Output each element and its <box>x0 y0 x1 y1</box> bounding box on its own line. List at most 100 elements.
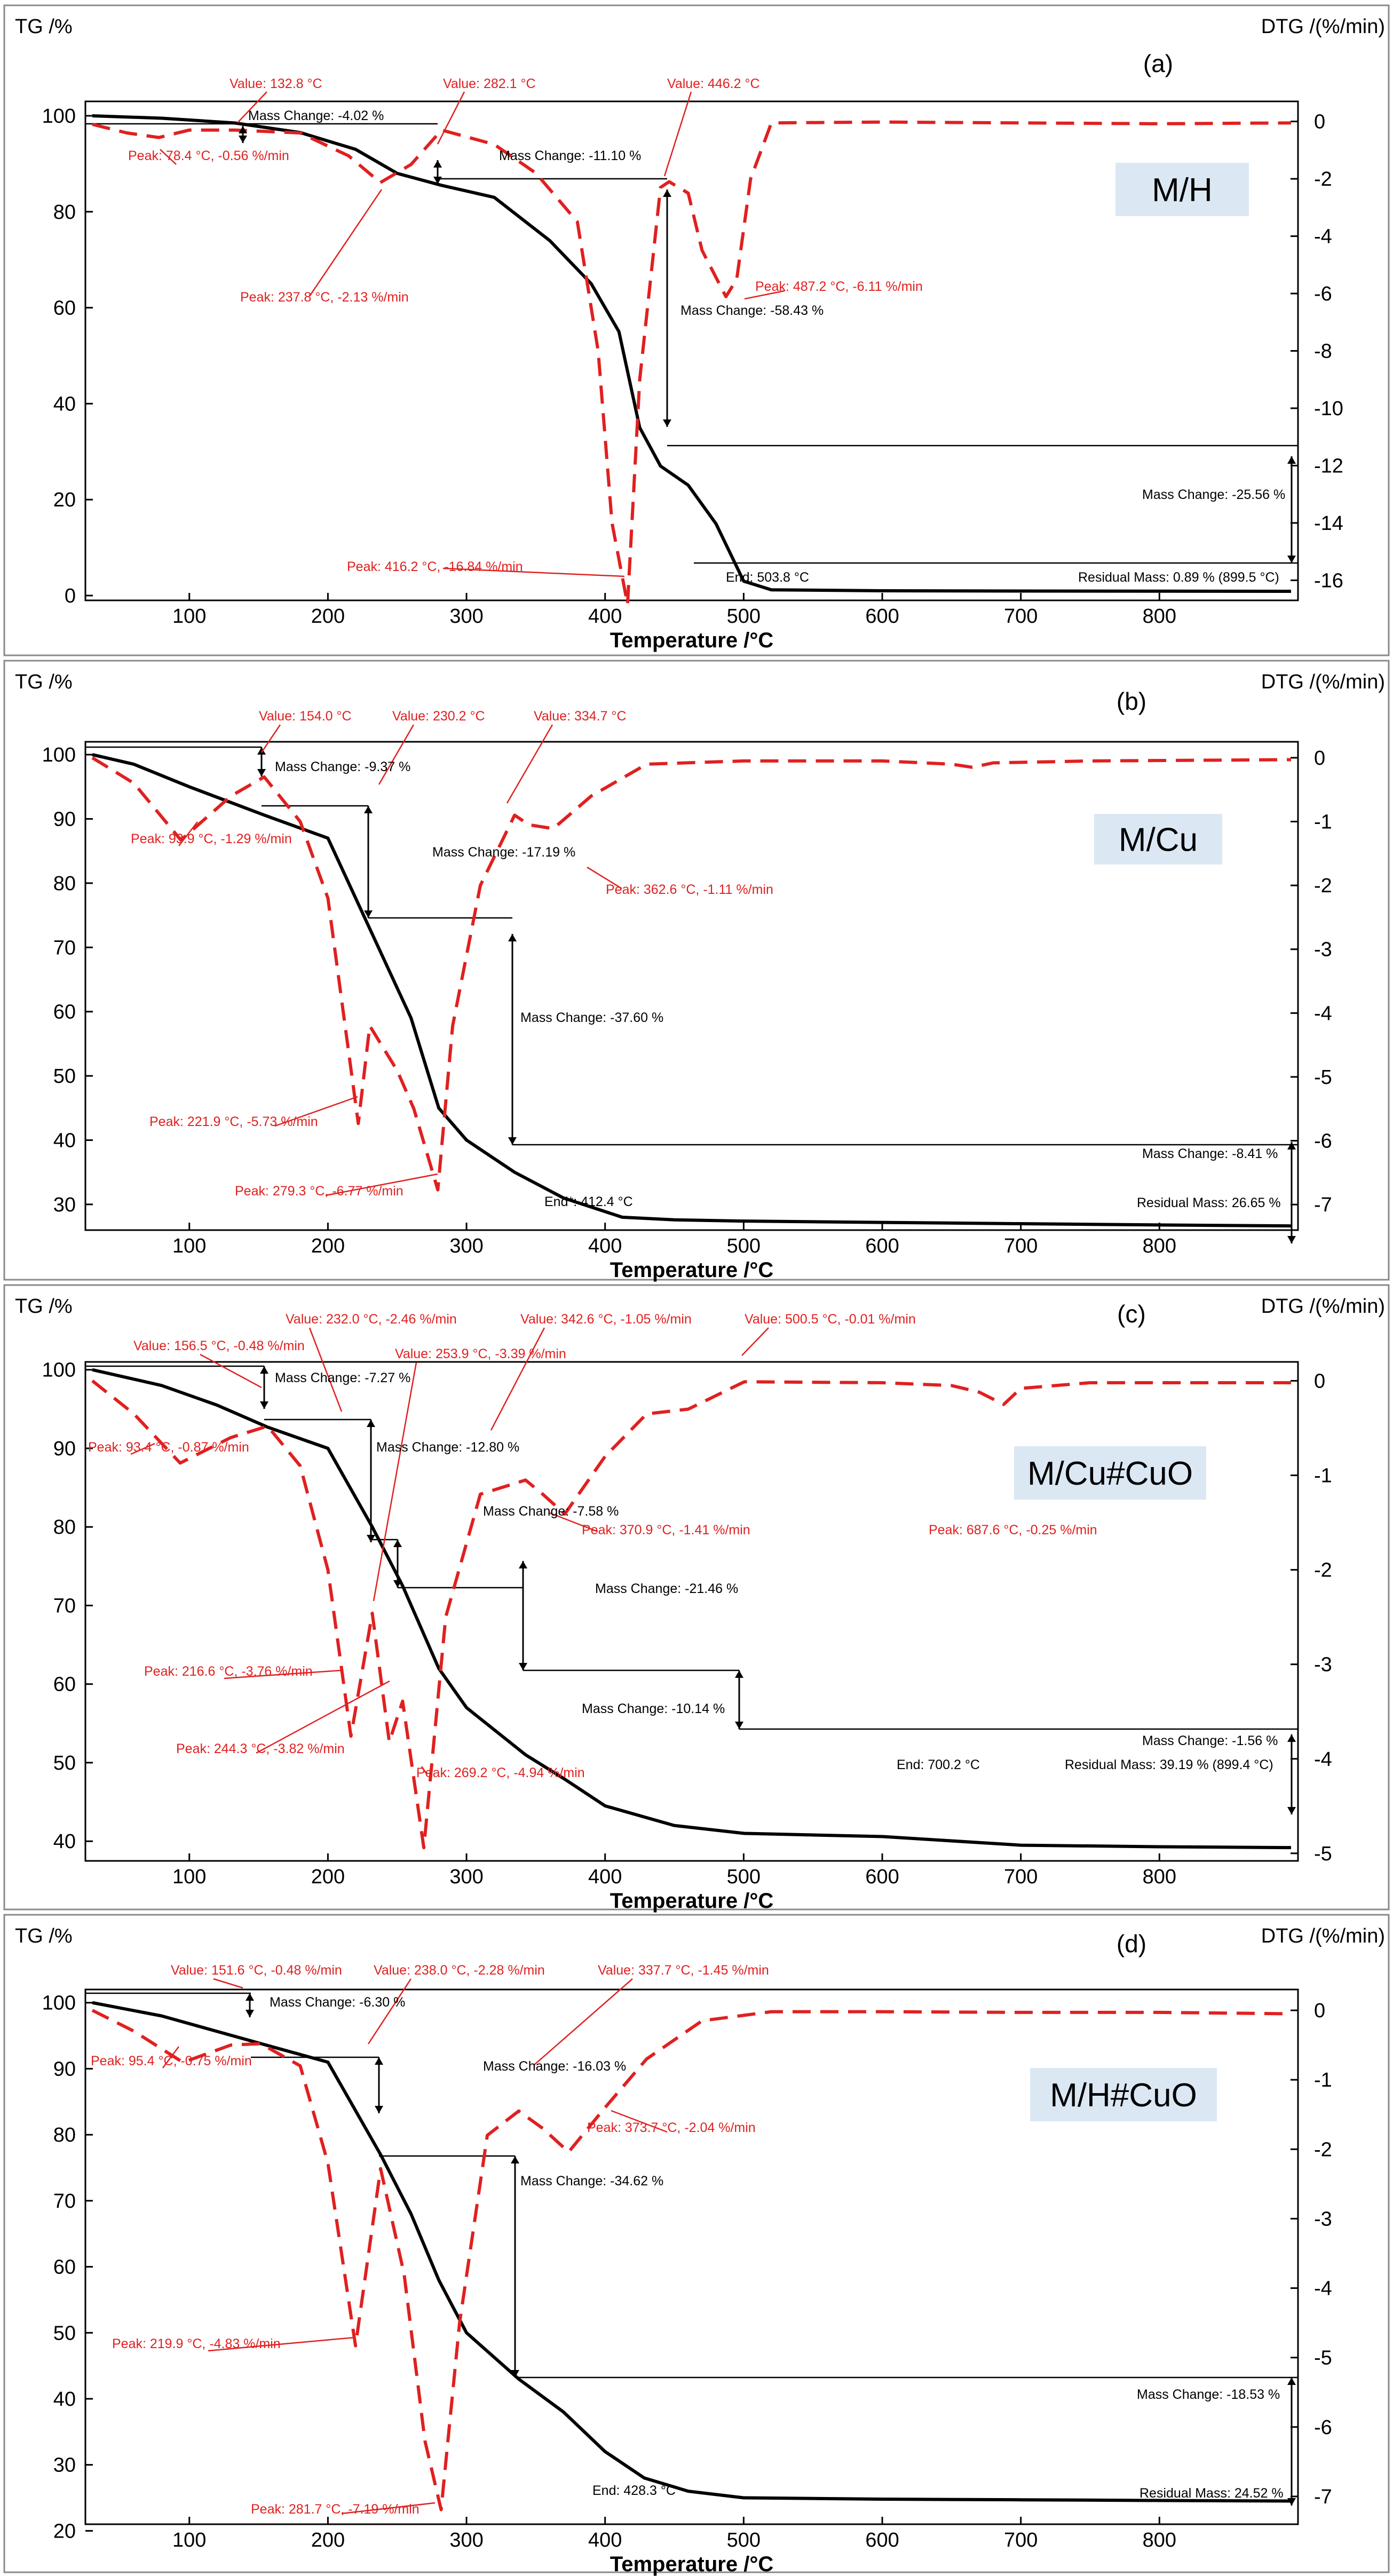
value-annotation: Value: 156.5 °C, -0.48 %/min <box>133 1338 305 1353</box>
y-right-tick-label: -5 <box>1314 1066 1332 1089</box>
y-left-tick-label: 30 <box>53 1194 76 1216</box>
x-tick-label: 800 <box>1143 1235 1176 1257</box>
arrowhead-up <box>393 1540 402 1547</box>
value-annotation: Value: 232.0 °C, -2.46 %/min <box>286 1312 457 1327</box>
y-right-tick-label: -3 <box>1314 1654 1332 1676</box>
arrowhead-up <box>260 1366 268 1374</box>
y-right-tick-label: -4 <box>1314 1002 1332 1025</box>
arrowhead-up <box>367 1420 375 1427</box>
arrowhead-up <box>1287 2377 1296 2385</box>
mass-change-annotation: Mass Change: -58.43 % <box>680 303 824 318</box>
panel-border <box>3 1284 1390 1911</box>
y-left-tick-label: 40 <box>53 2388 76 2411</box>
mass-change-annotation: Mass Change: -18.53 % <box>1137 2387 1280 2402</box>
peak-annotation: Peak: 221.9 °C, -5.73 %/min <box>149 1114 318 1129</box>
peak-leader-line <box>587 866 622 890</box>
mass-change-annotation: Mass Change: -4.02 % <box>248 108 384 123</box>
panel-letter: (c) <box>1117 1300 1146 1328</box>
arrowhead-down <box>1287 1236 1296 1243</box>
x-axis-title: Temperature /°C <box>610 2553 773 2576</box>
mass-change-annotation: Mass Change: -34.62 % <box>520 2174 663 2189</box>
sample-label: M/Cu <box>1119 822 1198 859</box>
y-left-tick-label: 80 <box>53 873 76 895</box>
arrowhead-down <box>511 2370 519 2377</box>
y-right-tick-label: -1 <box>1314 2069 1332 2091</box>
arrowhead-up <box>375 2057 383 2065</box>
value-annotation: Value: 500.5 °C, -0.01 %/min <box>745 1312 916 1327</box>
mass-change-annotation: Mass Change: -8.41 % <box>1142 1146 1278 1161</box>
y-left-tick-label: 70 <box>53 2190 76 2213</box>
y-left-tick-label: 40 <box>53 393 76 415</box>
residual-mass-annotation: Residual Mass: 24.52 % <box>1139 2486 1284 2501</box>
value-annotation: Value: 282.1 °C <box>443 76 536 91</box>
panel-border <box>3 660 1390 1281</box>
panel-letter: (a) <box>1143 50 1173 77</box>
y-left-tick-label: 40 <box>53 1129 76 1152</box>
panel-d: TG /% DTG /(%/min) Temperature /°C (d) 100 20… <box>3 1914 1390 2576</box>
arrowhead-down <box>367 1535 375 1542</box>
y-left-axis-title: TG /% <box>15 1295 73 1318</box>
panel-a: TG /% DTG /(%/min) Temperature /°C (a) 100 20… <box>3 4 1390 656</box>
arrowhead-down <box>663 419 671 427</box>
panel-border <box>3 1914 1390 2573</box>
arrowhead-down <box>433 177 442 184</box>
end-annotation: End: 700.2 °C <box>897 1757 980 1772</box>
y-right-tick-label: -3 <box>1314 939 1332 961</box>
x-axis-title: Temperature /°C <box>610 1258 773 1282</box>
x-tick-label: 600 <box>865 1866 899 1888</box>
y-left-tick-label: 90 <box>53 808 76 830</box>
peak-leader-line <box>162 2046 179 2068</box>
panel-letter: (b) <box>1117 687 1146 715</box>
x-tick-label: 100 <box>172 1866 206 1888</box>
y-right-tick-label: -1 <box>1314 811 1332 834</box>
x-tick-label: 300 <box>449 605 483 628</box>
peak-leader-line <box>663 91 692 177</box>
x-tick-label: 800 <box>1143 1866 1176 1888</box>
peak-annotation: Peak: 373.7 °C, -2.04 %/min <box>587 2120 756 2135</box>
peak-annotation: Peak: 93.9 °C, -1.29 %/min <box>131 831 292 846</box>
peak-leader-line <box>442 567 625 577</box>
peak-leader-line <box>256 1680 390 1754</box>
value-annotation: Value: 238.0 °C, -2.28 %/min <box>374 1963 545 1978</box>
peak-leader-line <box>490 1327 545 1431</box>
peak-leader-line <box>208 2336 355 2352</box>
peak-leader-line <box>308 1327 343 1412</box>
x-tick-label: 500 <box>727 1866 761 1888</box>
peak-annotation: Peak: 93.4 °C, -0.87 %/min <box>88 1440 249 1455</box>
arrowhead-down <box>519 1663 527 1670</box>
peak-annotation: Peak: 216.6 °C, -3.76 %/min <box>144 1664 313 1679</box>
mass-change-annotation: Mass Change: -21.46 % <box>595 1581 738 1596</box>
y-right-tick-label: -10 <box>1314 398 1343 420</box>
peak-leader-line <box>741 1327 769 1356</box>
y-left-axis-title: TG /% <box>15 1925 73 1947</box>
tg-curve <box>92 2001 1292 2503</box>
x-tick-label: 800 <box>1143 605 1176 628</box>
mass-change-annotation: Mass Change: -37.60 % <box>520 1010 663 1025</box>
arrowhead-up <box>239 126 247 133</box>
arrowhead-up <box>663 189 671 197</box>
x-tick-label: 600 <box>865 605 899 628</box>
arrowhead-down <box>508 1137 517 1145</box>
peak-leader-line <box>213 1978 243 1989</box>
sample-label: M/H <box>1152 172 1213 209</box>
x-tick-label: 200 <box>311 1235 345 1257</box>
x-tick-label: 200 <box>311 2529 345 2551</box>
arrowhead-down <box>239 136 247 143</box>
x-tick-label: 100 <box>172 1235 206 1257</box>
plot-frame <box>84 741 1299 1231</box>
value-annotation: Value: 342.6 °C, -1.05 %/min <box>520 1312 692 1327</box>
panel-letter: (d) <box>1117 1930 1146 1957</box>
y-right-tick-label: -2 <box>1314 875 1332 897</box>
y-left-tick-label: 50 <box>53 1752 76 1774</box>
dtg-curve <box>91 756 1292 1192</box>
peak-leader-line <box>549 1512 598 1533</box>
x-tick-label: 500 <box>727 2529 761 2551</box>
arrowhead-down <box>257 769 266 776</box>
sample-label-box <box>1094 814 1222 865</box>
peak-leader-line <box>308 189 383 297</box>
tg-curve <box>92 114 1292 593</box>
peak-leader-line <box>378 724 415 785</box>
y-left-tick-label: 50 <box>53 2322 76 2344</box>
peak-leader-line <box>611 2110 668 2133</box>
y-right-tick-label: -2 <box>1314 2138 1332 2161</box>
